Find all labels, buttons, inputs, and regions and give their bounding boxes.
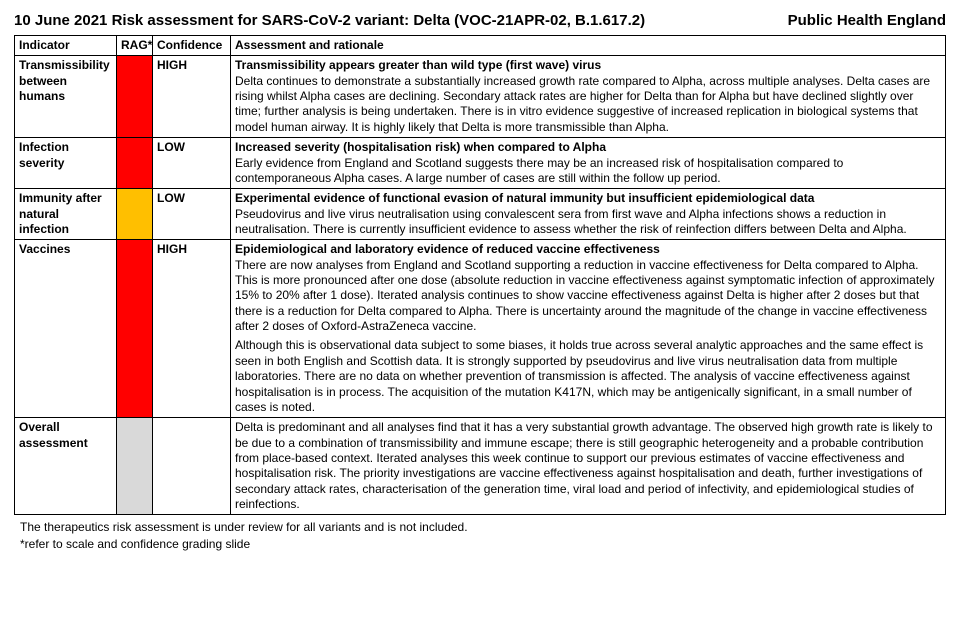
- document-header: 10 June 2021 Risk assessment for SARS-Co…: [14, 12, 946, 29]
- indicator-cell: Infection severity: [15, 138, 117, 189]
- assessment-cell: Transmissibility appears greater than wi…: [231, 56, 946, 138]
- col-confidence: Confidence: [153, 36, 231, 56]
- assessment-body: Delta continues to demonstrate a substan…: [235, 74, 941, 135]
- table-row: Infection severity LOW Increased severity …: [15, 138, 946, 189]
- risk-assessment-table: Indicator RAG* Confidence Assessment and…: [14, 35, 946, 515]
- rag-cell: [117, 56, 153, 138]
- table-body: Transmissibility between humans HIGH Trans…: [15, 56, 946, 515]
- title-right: Public Health England: [788, 12, 946, 29]
- indicator-cell: Vaccines: [15, 240, 117, 418]
- col-rag: RAG*: [117, 36, 153, 56]
- indicator-cell: Immunity after natural infection: [15, 189, 117, 240]
- col-assessment: Assessment and rationale: [231, 36, 946, 56]
- assessment-headline: Increased severity (hospitalisation risk…: [235, 140, 941, 155]
- footnotes: The therapeutics risk assessment is unde…: [14, 519, 946, 553]
- confidence-cell: [153, 418, 231, 515]
- assessment-headline: Transmissibility appears greater than wi…: [235, 58, 941, 73]
- assessment-headline: Epidemiological and laboratory evidence …: [235, 242, 941, 257]
- assessment-cell: Experimental evidence of functional evas…: [231, 189, 946, 240]
- confidence-cell: LOW: [153, 138, 231, 189]
- col-indicator: Indicator: [15, 36, 117, 56]
- confidence-cell: HIGH: [153, 240, 231, 418]
- assessment-headline: Experimental evidence of functional evas…: [235, 191, 941, 206]
- rag-cell: [117, 240, 153, 418]
- table-row: Transmissibility between humans HIGH Trans…: [15, 56, 946, 138]
- assessment-body: There are now analyses from England and …: [235, 258, 941, 335]
- title-left: 10 June 2021 Risk assessment for SARS-Co…: [14, 12, 645, 29]
- indicator-cell: Transmissibility between humans: [15, 56, 117, 138]
- assessment-body: Early evidence from England and Scotland…: [235, 156, 941, 187]
- rag-cell: [117, 138, 153, 189]
- footnote-2: *refer to scale and confidence grading s…: [20, 536, 946, 553]
- footnote-1: The therapeutics risk assessment is unde…: [20, 519, 946, 536]
- confidence-cell: HIGH: [153, 56, 231, 138]
- assessment-cell: Epidemiological and laboratory evidence …: [231, 240, 946, 418]
- assessment-body: Delta is predominant and all analyses fi…: [235, 420, 941, 512]
- rag-cell: [117, 418, 153, 515]
- table-row: Vaccines HIGH Epidemiological and laborato…: [15, 240, 946, 418]
- table-row: Overall assessment Delta is predominant a…: [15, 418, 946, 515]
- assessment-cell: Delta is predominant and all analyses fi…: [231, 418, 946, 515]
- table-row: Immunity after natural infection LOW Exper…: [15, 189, 946, 240]
- confidence-cell: LOW: [153, 189, 231, 240]
- assessment-body: Pseudovirus and live virus neutralisatio…: [235, 207, 941, 238]
- rag-cell: [117, 189, 153, 240]
- assessment-cell: Increased severity (hospitalisation risk…: [231, 138, 946, 189]
- table-header-row: Indicator RAG* Confidence Assessment and…: [15, 36, 946, 56]
- indicator-cell: Overall assessment: [15, 418, 117, 515]
- assessment-body: Although this is observational data subj…: [235, 338, 941, 415]
